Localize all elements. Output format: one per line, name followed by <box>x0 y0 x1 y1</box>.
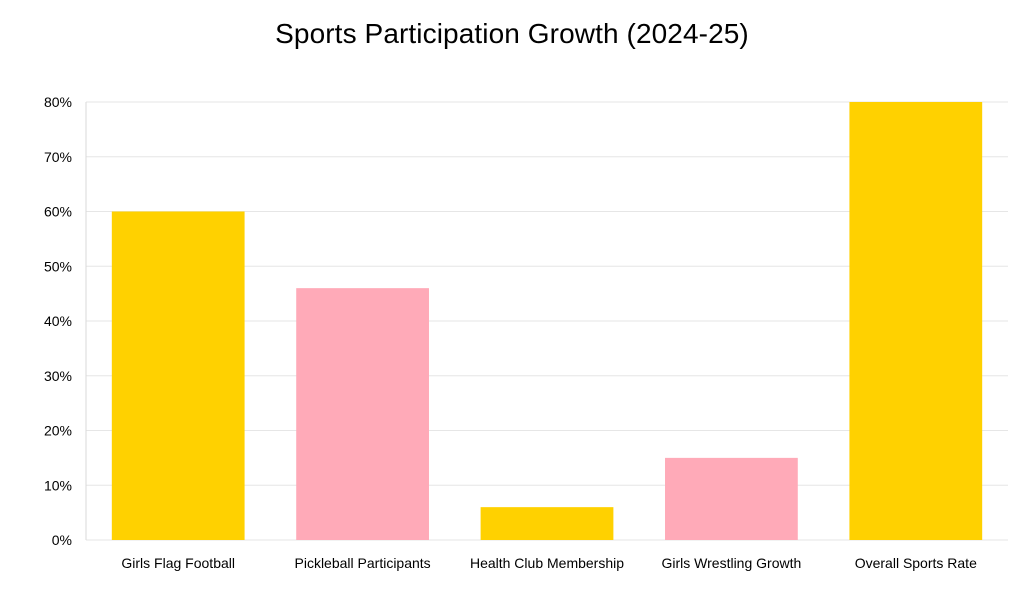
y-tick-label: 60% <box>44 204 72 220</box>
bar-overall-sports-rate <box>849 102 983 540</box>
y-tick-label: 30% <box>44 368 72 384</box>
x-tick-label: Girls Wrestling Growth <box>662 555 802 571</box>
y-tick-label: 50% <box>44 258 72 274</box>
x-axis-labels: Girls Flag Football Pickleball Participan… <box>121 555 977 571</box>
bar-pickleball-participants <box>296 288 429 540</box>
y-tick-label: 10% <box>44 477 72 493</box>
x-tick-label: Girls Flag Football <box>121 555 235 571</box>
bars <box>111 102 983 540</box>
bar-girls-wrestling-growth <box>665 457 798 540</box>
y-tick-label: 80% <box>44 94 72 110</box>
chart-title: Sports Participation Growth (2024-25) <box>275 18 749 49</box>
x-tick-label: Pickleball Participants <box>295 555 431 571</box>
x-tick-label: Overall Sports Rate <box>855 555 977 571</box>
bar-girls-flag-football <box>111 211 245 540</box>
y-tick-label: 20% <box>44 423 72 439</box>
y-axis-ticks: 0% 10% 20% 30% 40% 50% 60% 70% 80% <box>44 94 72 548</box>
y-tick-label: 40% <box>44 313 72 329</box>
x-tick-label: Health Club Membership <box>470 555 624 571</box>
y-tick-label: 70% <box>44 149 72 165</box>
bar-health-club-membership <box>480 507 614 540</box>
y-tick-label: 0% <box>52 532 72 548</box>
